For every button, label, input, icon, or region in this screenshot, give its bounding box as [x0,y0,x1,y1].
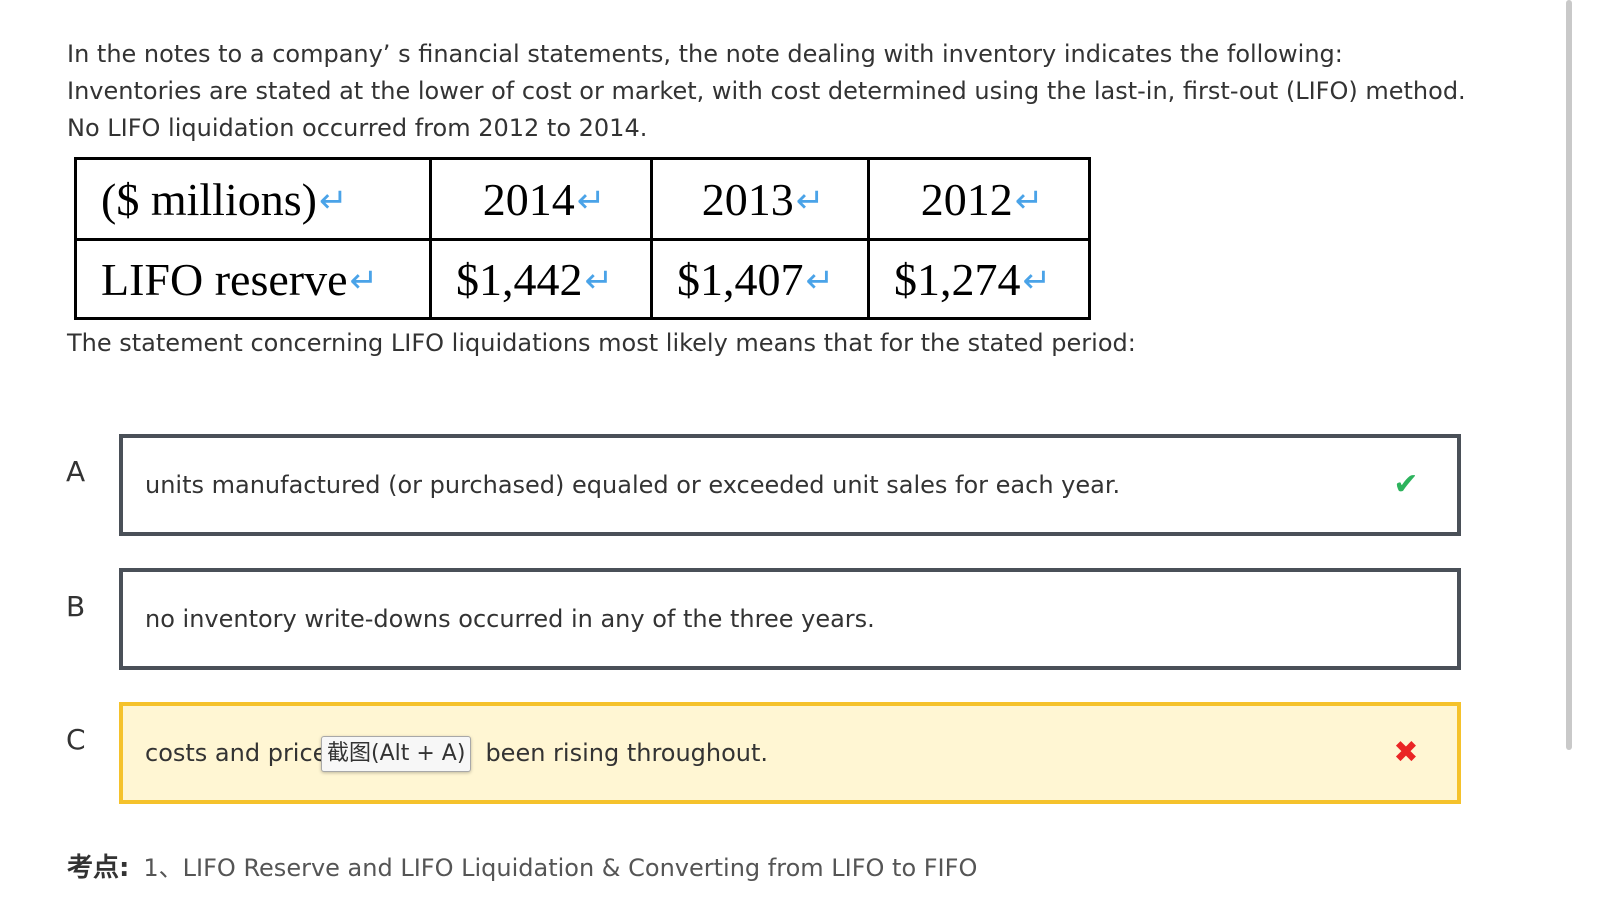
cross-icon: ✖ [1393,735,1419,770]
table-cell: $1,442↵ [429,238,653,320]
table-header-cell: 2014↵ [429,157,653,241]
option-c-letter: C [66,723,86,756]
question-prompt: The statement concerning LIFO liquidatio… [67,329,1136,357]
table-header-row: ($ millions)↵ 2014↵ 2013↵ 2012↵ [74,157,1091,241]
table-row: LIFO reserve↵ $1,442↵ $1,407↵ $1,274↵ [74,238,1091,320]
return-mark-icon: ↵ [584,260,614,301]
option-a[interactable]: units manufactured (or purchased) equale… [119,434,1461,536]
return-mark-icon: ↵ [318,180,348,221]
return-mark-icon: ↵ [576,180,606,221]
stem-line-3: No LIFO liquidation occurred from 2012 t… [67,114,648,142]
option-a-text: units manufactured (or purchased) equale… [145,471,1121,499]
stem-line-2: Inventories are stated at the lower of c… [67,77,1466,105]
lifo-reserve-table: ($ millions)↵ 2014↵ 2013↵ 2012↵ LIFO res… [74,157,1091,320]
knowledge-text: 1、LIFO Reserve and LIFO Liquidation & Co… [143,854,978,882]
stem-line-1: In the notes to a company’ s financial s… [67,40,1343,68]
option-b-letter: B [66,590,86,623]
table-header-cell: ($ millions)↵ [74,157,432,241]
knowledge-label: 考点: [67,853,130,883]
scrollbar[interactable] [1566,0,1572,750]
table-header-cell: 2012↵ [867,157,1091,241]
knowledge-point: 考点: 1、LIFO Reserve and LIFO Liquidation &… [67,850,977,886]
table-header-cell: 2013↵ [650,157,870,241]
table-cell: $1,274↵ [867,238,1091,320]
option-b-text: no inventory write-downs occurred in any… [145,605,875,633]
option-b[interactable]: no inventory write-downs occurred in any… [119,568,1461,670]
return-mark-icon: ↵ [805,260,835,301]
return-mark-icon: ↵ [1014,180,1044,221]
table-cell: LIFO reserve↵ [74,238,432,320]
question-stem: In the notes to a company’ s financial s… [67,36,1517,147]
option-c-text: costs and price been rising throughout. [145,739,769,767]
check-icon: ✔ [1393,467,1419,502]
table-cell: $1,407↵ [650,238,870,320]
option-a-letter: A [66,455,86,488]
return-mark-icon: ↵ [795,180,825,221]
return-mark-icon: ↵ [349,260,379,301]
screenshot-tooltip: 截图(Alt + A) [321,736,472,772]
return-mark-icon: ↵ [1022,260,1052,301]
